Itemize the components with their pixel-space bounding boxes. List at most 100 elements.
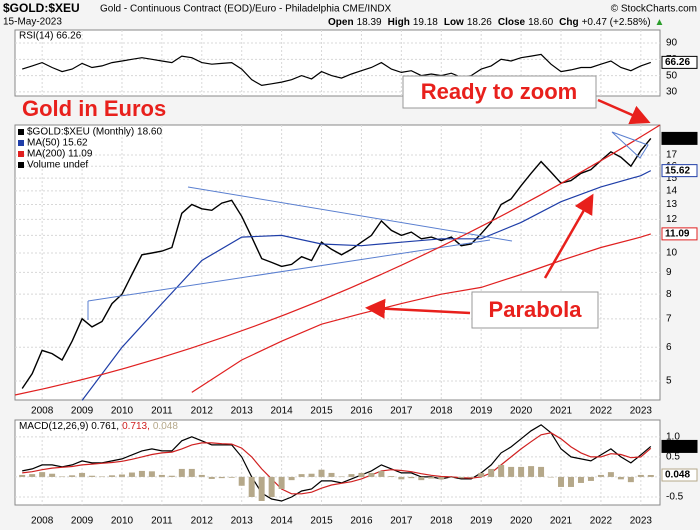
histogram-bar xyxy=(278,476,285,489)
y-tick-label: 8 xyxy=(666,289,672,300)
x-tick-label: 2013 xyxy=(231,516,254,527)
histogram-bar xyxy=(118,474,125,477)
histogram-bar xyxy=(328,472,335,477)
histogram-bar xyxy=(348,474,355,477)
quote-value: 18.60 xyxy=(528,17,553,28)
quote-label: Low xyxy=(444,17,464,28)
x-tick-label: 2020 xyxy=(510,406,533,417)
y-tick-label: 1.0 xyxy=(666,431,680,442)
last-value-label: 0.048 xyxy=(665,470,690,481)
panel-title: RSI(14) 66.26 xyxy=(19,31,82,42)
y-tick-label: 6 xyxy=(666,342,672,353)
last-value-box xyxy=(661,468,698,482)
y-tick-label: 30 xyxy=(666,87,678,98)
up-arrow: ▲ xyxy=(655,17,665,28)
x-tick-label: 2015 xyxy=(310,516,333,527)
x-tick-label: 2021 xyxy=(550,406,573,417)
histogram-bar xyxy=(458,476,465,479)
histogram-bar xyxy=(587,476,594,481)
trend-line xyxy=(187,186,513,242)
histogram-bar xyxy=(418,476,425,481)
legend-swatch xyxy=(18,140,24,146)
x-tick-label: 2011 xyxy=(151,516,173,527)
quote-value: 18.26 xyxy=(467,17,492,28)
y-tick-label: 50 xyxy=(666,70,678,81)
quote-label: Close xyxy=(498,17,526,28)
histogram-bar xyxy=(577,476,584,483)
x-tick-label: 2013 xyxy=(231,406,254,417)
histogram-bar xyxy=(39,472,46,477)
histogram-bar xyxy=(637,474,644,477)
histogram-bar xyxy=(298,474,305,477)
histogram-bar xyxy=(158,474,165,477)
x-tick-label: 2017 xyxy=(390,516,413,527)
histogram-bar xyxy=(518,466,525,477)
arrow xyxy=(597,98,651,125)
histogram-bar xyxy=(508,466,515,477)
quote-value: 19.18 xyxy=(413,17,438,28)
series-line xyxy=(21,137,652,389)
histogram-bar xyxy=(178,468,185,477)
series-line xyxy=(191,233,651,393)
arrow xyxy=(543,193,594,279)
last-value-label: 11.09 xyxy=(665,229,690,240)
legend-swatch xyxy=(18,151,24,157)
parabola-box xyxy=(471,291,599,329)
legend-swatch xyxy=(18,162,24,168)
histogram-bar xyxy=(19,474,26,477)
y-tick-label: -0.5 xyxy=(666,492,684,503)
x-tick-label: 2014 xyxy=(270,516,293,527)
annotation-zoom: Ready to zoom xyxy=(421,79,577,104)
histogram-bar xyxy=(388,476,395,477)
histogram-bar xyxy=(398,476,405,480)
triangle xyxy=(611,131,649,159)
histogram-bar xyxy=(597,474,604,477)
histogram-bar xyxy=(468,476,475,478)
annotation-title: Gold in Euros xyxy=(22,96,166,121)
histogram-bar xyxy=(308,473,315,477)
x-tick-label: 2008 xyxy=(31,516,54,527)
legend-part: MACD(12,26,9) 0.761, xyxy=(19,421,119,432)
histogram-bar xyxy=(448,476,455,478)
x-tick-label: 2010 xyxy=(111,516,134,527)
y-tick-label: 14 xyxy=(666,185,678,196)
x-tick-label: 2016 xyxy=(350,406,373,417)
histogram-bar xyxy=(438,476,445,480)
x-tick-label: 2023 xyxy=(630,516,653,527)
histogram-bar xyxy=(607,472,614,477)
histogram-bar xyxy=(29,474,36,477)
panel-title: MACD(12,26,9) 0.761, 0.713, 0.048 xyxy=(19,421,178,432)
x-tick-label: 2021 xyxy=(550,516,573,527)
histogram-bar xyxy=(148,471,155,477)
x-tick-label: 2019 xyxy=(470,406,493,417)
x-tick-label: 2016 xyxy=(350,516,373,527)
histogram-bar xyxy=(108,475,115,477)
x-tick-label: 2010 xyxy=(111,406,134,417)
histogram-bar xyxy=(208,476,215,479)
series-line xyxy=(22,424,652,502)
last-value-label: 66.26 xyxy=(665,57,690,68)
quote-value: +0.47 (+2.58%) xyxy=(582,17,651,28)
histogram-bar xyxy=(59,476,66,478)
histogram-bar xyxy=(228,476,235,478)
legend-label: $GOLD:$XEU (Monthly) 18.60 xyxy=(27,127,162,138)
y-tick-label: 9 xyxy=(666,267,672,278)
y-tick-label: 5 xyxy=(666,376,672,387)
histogram-bar xyxy=(188,468,195,477)
legend-label: MA(200) 11.09 xyxy=(27,149,93,160)
quote-label: Chg xyxy=(559,17,578,28)
histogram-bar xyxy=(268,476,275,497)
x-tick-label: 2009 xyxy=(71,516,94,527)
histogram-bar xyxy=(498,464,505,477)
histogram-bar xyxy=(358,472,365,477)
x-tick-label: 2022 xyxy=(590,516,613,527)
y-tick-label: 10 xyxy=(666,248,678,259)
last-value-label: 18.60 xyxy=(665,133,690,144)
histogram-bar xyxy=(138,470,145,477)
histogram-bar xyxy=(69,475,76,477)
x-tick-label: 2018 xyxy=(430,406,453,417)
quote-value: 18.39 xyxy=(357,17,382,28)
series-line xyxy=(22,53,651,87)
x-tick-label: 2014 xyxy=(270,406,293,417)
histogram-bar xyxy=(548,476,555,478)
